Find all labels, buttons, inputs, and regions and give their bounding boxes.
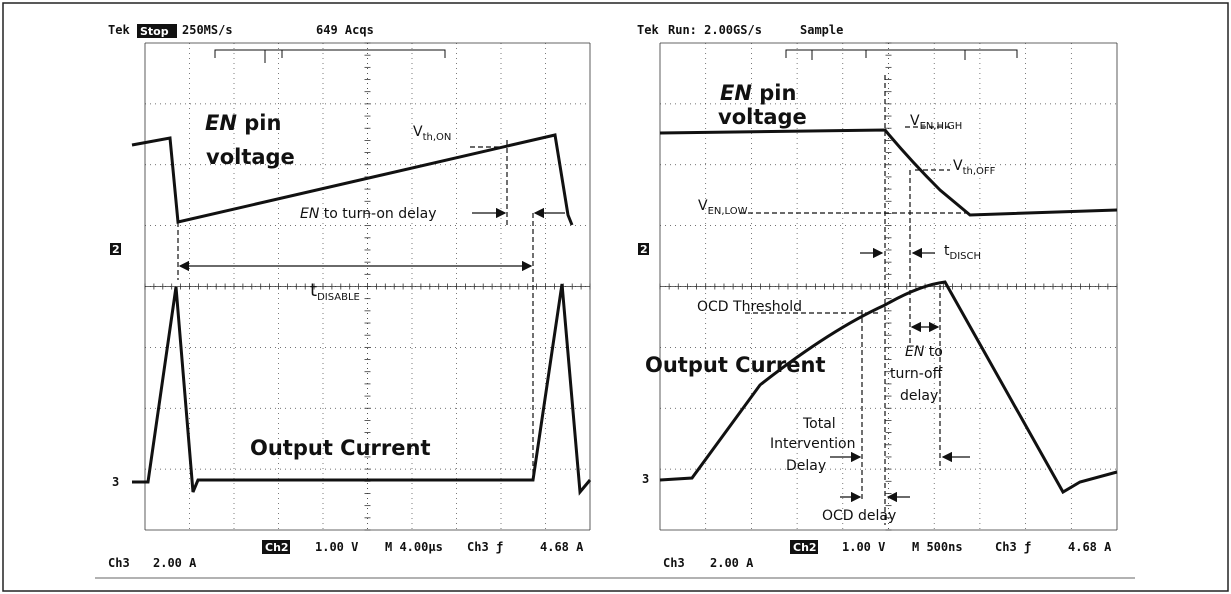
vth-off: Vth,OFF (953, 158, 996, 177)
ch2-scale: 1.00 V (842, 540, 885, 554)
total-delay-2: Intervention (770, 436, 855, 452)
acqs: 649 Acqs (316, 23, 374, 37)
output-current: Output Current (250, 436, 430, 460)
en-waveform (131, 133, 574, 226)
en-label-2: voltage (206, 145, 295, 169)
ch3: Ch3 (108, 556, 130, 570)
marker-3: 3 (642, 472, 649, 486)
brand: Tek (637, 23, 659, 37)
ch3-scale: 2.00 A (710, 556, 754, 570)
marker-3: 3 (112, 475, 119, 489)
en-label-2: voltage (718, 105, 807, 129)
right-scope: Tek Run: 2.00GS/s Sample EN pin voltage … (637, 23, 1118, 570)
brand: Tek (108, 23, 130, 37)
ocd-delay: OCD delay (822, 508, 896, 524)
timebase: M 500ns (912, 540, 963, 554)
mode: Run: 2.00GS/s (668, 23, 762, 37)
ch3: Ch3 (663, 556, 685, 570)
en-label: EN pin (205, 111, 281, 135)
output-current: Output Current (645, 353, 825, 377)
trigger: Ch3 ƒ (467, 540, 503, 554)
left-scope: Tek Stop 250MS/s 649 Acqs EN pin voltage… (108, 23, 592, 570)
vth-on: Vth,ON (413, 124, 451, 143)
level: 4.68 A (1068, 540, 1112, 554)
rate: 250MS/s (182, 23, 233, 37)
total-delay-3: Delay (786, 458, 826, 474)
ch2-bg (262, 540, 290, 554)
ch2: Ch2 (793, 541, 817, 554)
ven-high: VEN,HIGH (910, 113, 962, 132)
marker-bg (638, 243, 649, 255)
ch2-scale: 1.00 V (315, 540, 358, 554)
right-grid (659, 42, 1118, 531)
total-delay: Total (802, 416, 836, 432)
marker-2: 2 (112, 243, 120, 256)
turn-off-delay-2: turn-off (890, 366, 943, 382)
current-waveform (132, 283, 592, 496)
record-bar (214, 49, 446, 63)
t-disch: tDISCH (944, 243, 981, 262)
turn-on-delay: EN to turn-on delay (300, 206, 436, 222)
ven-low: VEN,LOW (698, 198, 748, 217)
record-bar (785, 49, 1018, 60)
marker-bg (110, 243, 121, 255)
ch3-scale: 2.00 A (153, 556, 197, 570)
turn-off-delay: EN to (905, 344, 943, 360)
level: 4.68 A (540, 540, 584, 554)
ch2: Ch2 (265, 541, 289, 554)
mode: Stop (140, 25, 169, 38)
ch2-bg (790, 540, 818, 554)
trigger: Ch3 ƒ (995, 540, 1031, 554)
t-disable: tDISABLE (310, 280, 360, 303)
en-waveform (659, 128, 1118, 217)
ocd-threshold: OCD Threshold (697, 299, 802, 315)
acq: Sample (800, 23, 843, 37)
marker-2: 2 (640, 243, 648, 256)
current-waveform (659, 280, 1118, 495)
mode-bg (137, 24, 177, 38)
turn-off-delay-3: delay (900, 388, 938, 404)
timebase: M 4.00µs (385, 540, 443, 554)
en-label: EN pin (720, 81, 796, 105)
